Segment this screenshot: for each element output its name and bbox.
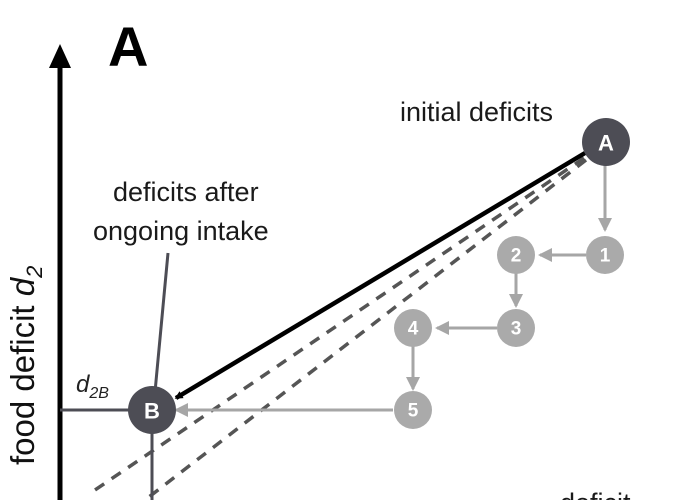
step-node-1-label: 1 [600, 246, 611, 267]
step-node-5: 5 [394, 391, 432, 429]
after-label-connector [153, 252, 170, 393]
step-node-5-label: 5 [408, 401, 419, 422]
panel-label: A [108, 15, 148, 78]
partial-deficit-label: deficit [560, 488, 631, 500]
y-axis-label-sub: 2 [22, 266, 47, 279]
step-node-3-label: 3 [511, 319, 522, 340]
y-axis-label: food deficit d2 [4, 266, 47, 465]
d2b-label: d2B [76, 371, 109, 402]
y-axis-label-text: food deficit [4, 296, 41, 465]
step-node-4-label: 4 [408, 319, 419, 340]
deficits-after-label-line1: deficits after [113, 177, 259, 207]
step-node-3: 3 [497, 309, 535, 347]
dashed-line-right [143, 158, 588, 500]
step-node-2-label: 2 [511, 246, 522, 267]
y-axis-label-var: d [4, 276, 41, 296]
deficits-after-label-line2: ongoing intake [93, 216, 269, 246]
step-node-4: 4 [394, 309, 432, 347]
d2b-label-sub: 2B [88, 385, 109, 402]
step-node-1: 1 [586, 236, 624, 274]
d2b-label-var: d [76, 371, 90, 398]
node-b: B [128, 386, 176, 434]
node-a: A [582, 118, 630, 166]
initial-deficits-label: initial deficits [400, 97, 553, 127]
node-a-label: A [598, 131, 614, 156]
y-axis-arrowhead [49, 44, 71, 68]
arrow-a-to-b [174, 151, 587, 400]
node-b-label: B [144, 399, 160, 424]
step-node-2: 2 [497, 236, 535, 274]
